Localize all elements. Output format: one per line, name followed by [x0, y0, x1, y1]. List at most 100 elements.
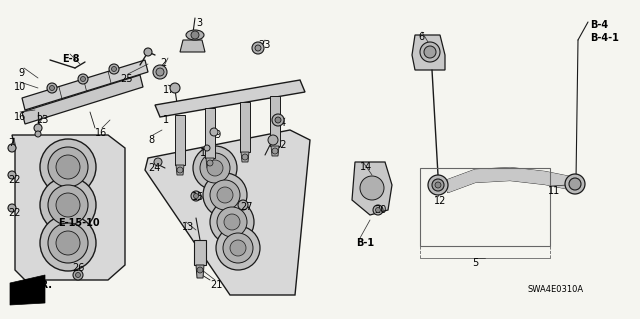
Polygon shape [155, 80, 305, 117]
Polygon shape [196, 265, 204, 278]
Circle shape [360, 176, 384, 200]
Circle shape [56, 231, 80, 255]
Circle shape [47, 83, 57, 93]
Circle shape [144, 48, 152, 56]
Circle shape [569, 178, 581, 190]
Text: 19: 19 [210, 130, 222, 140]
Circle shape [210, 128, 218, 136]
Circle shape [78, 74, 88, 84]
Circle shape [242, 154, 248, 160]
Text: 15: 15 [192, 192, 204, 202]
Circle shape [40, 177, 96, 233]
Text: 20: 20 [374, 205, 387, 215]
Circle shape [272, 148, 278, 154]
Circle shape [210, 200, 254, 244]
Text: 17: 17 [163, 85, 175, 95]
Text: 14: 14 [360, 162, 372, 172]
Circle shape [48, 185, 88, 225]
Text: 16: 16 [14, 112, 26, 122]
Polygon shape [240, 102, 250, 152]
Polygon shape [22, 75, 143, 124]
Ellipse shape [186, 30, 204, 40]
Circle shape [207, 160, 213, 166]
Circle shape [154, 158, 162, 166]
Polygon shape [241, 152, 249, 162]
Circle shape [56, 193, 80, 217]
Circle shape [217, 187, 233, 203]
Circle shape [428, 175, 448, 195]
Circle shape [376, 207, 381, 212]
Polygon shape [176, 165, 184, 175]
Polygon shape [448, 168, 575, 192]
Circle shape [8, 171, 16, 179]
Text: 25: 25 [120, 74, 132, 84]
Circle shape [216, 226, 260, 270]
Text: 12: 12 [434, 196, 446, 206]
Text: B-4: B-4 [590, 20, 608, 30]
Text: 23: 23 [258, 40, 270, 50]
Circle shape [223, 233, 253, 263]
Text: FR.: FR. [34, 280, 52, 290]
Circle shape [153, 65, 167, 79]
Text: 22: 22 [274, 140, 287, 150]
Circle shape [197, 267, 203, 273]
Circle shape [373, 205, 383, 215]
Polygon shape [352, 162, 392, 215]
Circle shape [230, 240, 246, 256]
Text: 10: 10 [14, 82, 26, 92]
Circle shape [275, 117, 281, 123]
Polygon shape [412, 35, 445, 70]
Circle shape [210, 180, 240, 210]
Polygon shape [145, 130, 310, 295]
Text: 4: 4 [280, 118, 286, 128]
Text: 7: 7 [8, 138, 14, 148]
Circle shape [217, 207, 247, 237]
Circle shape [435, 182, 441, 188]
Text: 27: 27 [240, 202, 253, 212]
Circle shape [252, 42, 264, 54]
Circle shape [203, 173, 247, 217]
Circle shape [34, 124, 42, 132]
Circle shape [35, 131, 41, 137]
Circle shape [565, 174, 585, 194]
Circle shape [432, 179, 444, 191]
Polygon shape [10, 275, 45, 305]
Text: 6: 6 [418, 32, 424, 42]
Polygon shape [271, 146, 279, 156]
Text: 2: 2 [160, 58, 166, 68]
Circle shape [193, 194, 198, 198]
Circle shape [76, 272, 81, 278]
Circle shape [40, 215, 96, 271]
Circle shape [200, 153, 230, 183]
Text: 22: 22 [8, 175, 20, 185]
Circle shape [238, 200, 248, 210]
Polygon shape [12, 135, 125, 280]
Polygon shape [205, 108, 215, 158]
Text: E-15-10: E-15-10 [58, 218, 100, 228]
Text: 26: 26 [72, 263, 84, 273]
Text: 3: 3 [196, 18, 202, 28]
Circle shape [111, 66, 116, 71]
Polygon shape [175, 115, 185, 165]
Text: 8: 8 [148, 135, 154, 145]
Text: 16: 16 [95, 128, 108, 138]
Text: B-4-1: B-4-1 [590, 33, 619, 43]
Circle shape [268, 135, 278, 145]
Circle shape [170, 83, 180, 93]
Circle shape [8, 144, 16, 152]
Circle shape [420, 42, 440, 62]
Text: 9: 9 [18, 68, 24, 78]
Circle shape [204, 145, 210, 151]
Circle shape [73, 270, 83, 280]
Circle shape [177, 167, 183, 173]
Text: B-1: B-1 [356, 238, 374, 248]
Polygon shape [270, 96, 280, 146]
Text: SWA4E0310A: SWA4E0310A [528, 285, 584, 294]
Polygon shape [206, 158, 214, 168]
Circle shape [191, 31, 199, 39]
Circle shape [191, 191, 201, 201]
Circle shape [109, 64, 119, 74]
Circle shape [424, 46, 436, 58]
Bar [420, 168, 550, 246]
Text: 5: 5 [472, 258, 478, 268]
